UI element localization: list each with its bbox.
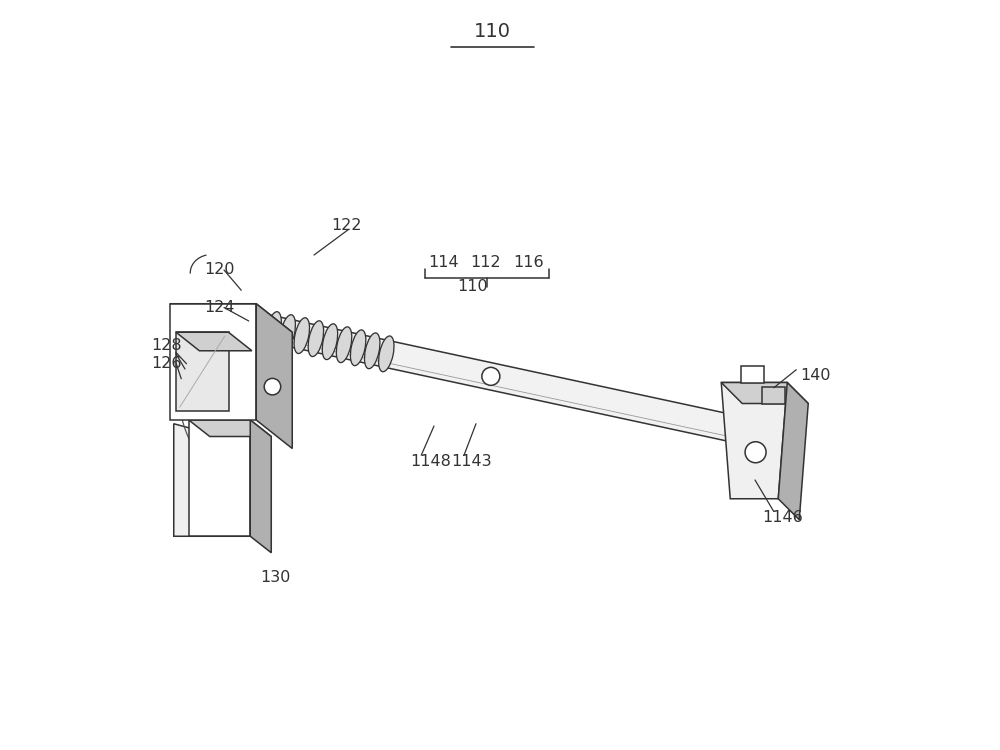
Ellipse shape <box>350 330 366 366</box>
Polygon shape <box>174 424 271 536</box>
Text: 122: 122 <box>331 217 362 232</box>
Ellipse shape <box>280 315 295 350</box>
Ellipse shape <box>365 333 380 369</box>
Polygon shape <box>264 315 757 446</box>
Polygon shape <box>762 387 785 404</box>
Polygon shape <box>189 420 271 436</box>
Ellipse shape <box>322 324 338 359</box>
Circle shape <box>264 379 281 395</box>
Polygon shape <box>170 304 256 420</box>
Text: 1143: 1143 <box>451 454 492 469</box>
Polygon shape <box>778 382 808 520</box>
Polygon shape <box>721 382 787 499</box>
Ellipse shape <box>294 318 310 353</box>
Text: 1148: 1148 <box>410 454 451 469</box>
Ellipse shape <box>266 312 281 347</box>
Text: 140: 140 <box>800 368 830 382</box>
Polygon shape <box>250 420 271 553</box>
Text: 1146: 1146 <box>763 510 803 525</box>
Polygon shape <box>170 304 292 332</box>
Text: 126: 126 <box>151 356 182 371</box>
Polygon shape <box>176 332 252 351</box>
Text: 124: 124 <box>204 300 234 315</box>
Polygon shape <box>721 382 808 404</box>
Text: 130: 130 <box>260 570 290 585</box>
Ellipse shape <box>379 336 394 372</box>
Text: 110: 110 <box>457 279 488 294</box>
Text: 120: 120 <box>204 262 234 278</box>
Polygon shape <box>741 366 764 382</box>
Circle shape <box>482 368 500 386</box>
Ellipse shape <box>308 321 324 356</box>
Text: 112: 112 <box>470 255 501 270</box>
Polygon shape <box>176 332 228 411</box>
Text: 110: 110 <box>474 22 511 41</box>
Text: 116: 116 <box>514 255 544 270</box>
Text: 128: 128 <box>151 338 182 352</box>
Text: 114: 114 <box>429 255 459 270</box>
Ellipse shape <box>336 327 352 362</box>
Circle shape <box>745 442 766 463</box>
Polygon shape <box>256 304 292 448</box>
Polygon shape <box>189 420 250 536</box>
